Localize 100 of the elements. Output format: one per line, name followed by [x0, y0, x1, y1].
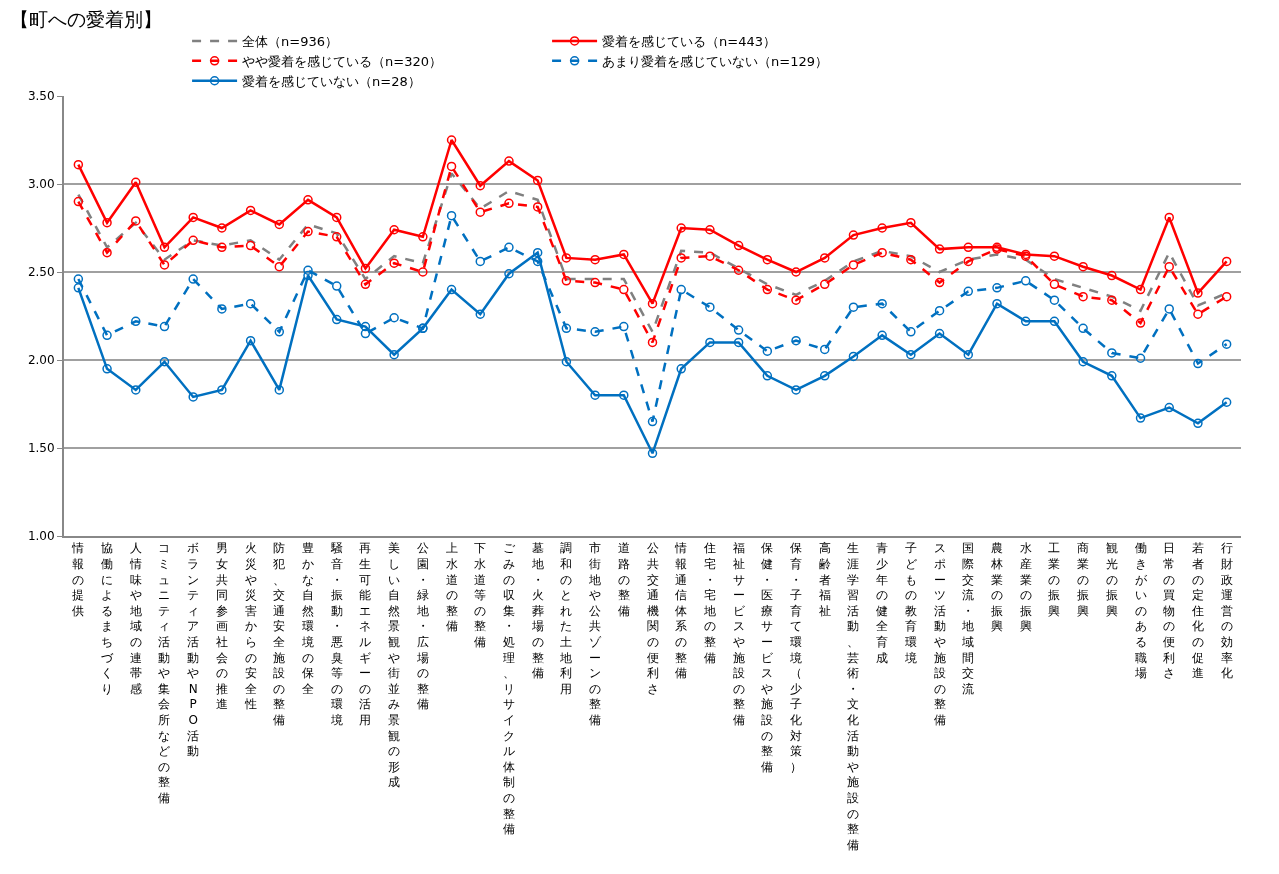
point [906, 349, 916, 360]
point [791, 267, 801, 277]
point [934, 305, 945, 316]
point [676, 364, 686, 374]
point [676, 223, 686, 233]
point [906, 254, 916, 265]
point [1135, 353, 1146, 363]
y-tick-label: 1.00 [27, 529, 55, 544]
point [819, 253, 830, 263]
point [475, 256, 486, 267]
point [705, 302, 715, 312]
point [475, 207, 486, 217]
point [245, 335, 256, 346]
category-label: 国際交流・地域間交流 [962, 541, 975, 696]
point [532, 175, 543, 186]
point [963, 349, 974, 360]
x-tick-label: 工業の振興 [1048, 541, 1061, 618]
point [762, 346, 773, 356]
legend-label: あまり愛着を感じていない（n=129） [602, 53, 829, 69]
point [1049, 295, 1060, 305]
point [934, 244, 945, 254]
point [590, 390, 600, 400]
point [1164, 402, 1174, 413]
point [906, 327, 916, 337]
point [73, 274, 84, 284]
point [906, 217, 916, 228]
y-tick-label: 2.50 [27, 265, 55, 280]
point [819, 344, 830, 355]
point [360, 321, 371, 332]
point [131, 177, 141, 187]
point [762, 254, 773, 265]
point [1020, 316, 1031, 327]
x-tick-label: 情報の提供 [71, 541, 85, 618]
category-label: 公共交通機関の便利さ [646, 541, 659, 696]
y-tick-label: 1.50 [27, 441, 55, 456]
point [963, 256, 974, 267]
category-label: 日常の買物の便利さ [1163, 541, 1176, 681]
point [360, 279, 371, 290]
point [1135, 318, 1146, 328]
point [848, 260, 859, 270]
category-label: 豊かな自然環境の保全 [302, 541, 315, 696]
point [1049, 316, 1060, 327]
point [647, 298, 658, 309]
point [1107, 270, 1117, 281]
category-label: 火災や災害からの安全性 [244, 541, 257, 712]
category-label: 若者の定住化の促進 [1191, 541, 1204, 681]
point [705, 225, 715, 235]
point [791, 295, 801, 305]
category-label: 人情味や地域の連帯感 [129, 541, 142, 696]
point [619, 249, 629, 260]
point [590, 254, 600, 265]
point [1107, 348, 1117, 358]
legend-label: やや愛着を感じている（n=320） [242, 53, 443, 69]
point [102, 330, 112, 341]
point [360, 328, 371, 339]
point [676, 284, 686, 295]
point [131, 216, 141, 226]
point [188, 274, 198, 284]
point [217, 304, 227, 314]
point [102, 217, 112, 228]
point [733, 325, 744, 335]
point [762, 371, 773, 381]
point [733, 240, 744, 251]
point [848, 351, 859, 362]
point [504, 242, 514, 253]
category-label: 再生可能エネルギーの活用 [359, 541, 372, 727]
point [245, 240, 256, 251]
point [102, 247, 112, 258]
point [1049, 251, 1060, 261]
point [877, 330, 887, 341]
category-label: 生涯学習活動、芸術・文化活動や施設の整備 [847, 541, 860, 852]
point [647, 337, 658, 348]
point [1078, 291, 1088, 302]
point [992, 283, 1002, 293]
point [159, 321, 170, 332]
x-tick-label: 住宅・宅地の整備 [702, 541, 716, 665]
chart-title: 【町への愛着別】 [10, 8, 163, 31]
category-label: 騒音・振動・悪臭等の環境 [330, 541, 343, 727]
point [102, 364, 112, 374]
point [245, 298, 256, 309]
point [963, 286, 974, 297]
point [877, 298, 887, 309]
x-tick-label: 道路の整備 [617, 541, 630, 618]
point [331, 281, 342, 291]
x-tick-label: 農林業の振興 [989, 541, 1003, 634]
category-label: 保育・子育て環境（少子化対策） [790, 541, 803, 774]
point [1221, 291, 1232, 302]
category-label: 市街地や公共ゾーンの整備 [589, 541, 602, 727]
point [819, 279, 830, 290]
x-tick-label: 子どもの教育環境 [903, 541, 917, 665]
point [131, 385, 141, 395]
point [791, 335, 801, 346]
point [274, 219, 285, 230]
point [188, 392, 198, 402]
category-label: ごみの収集・処理、リサイクル体制の整備 [502, 541, 515, 837]
point [561, 357, 572, 367]
point [619, 321, 629, 332]
point [619, 284, 629, 295]
point [73, 196, 84, 207]
y-tick-label: 3.50 [27, 89, 55, 104]
